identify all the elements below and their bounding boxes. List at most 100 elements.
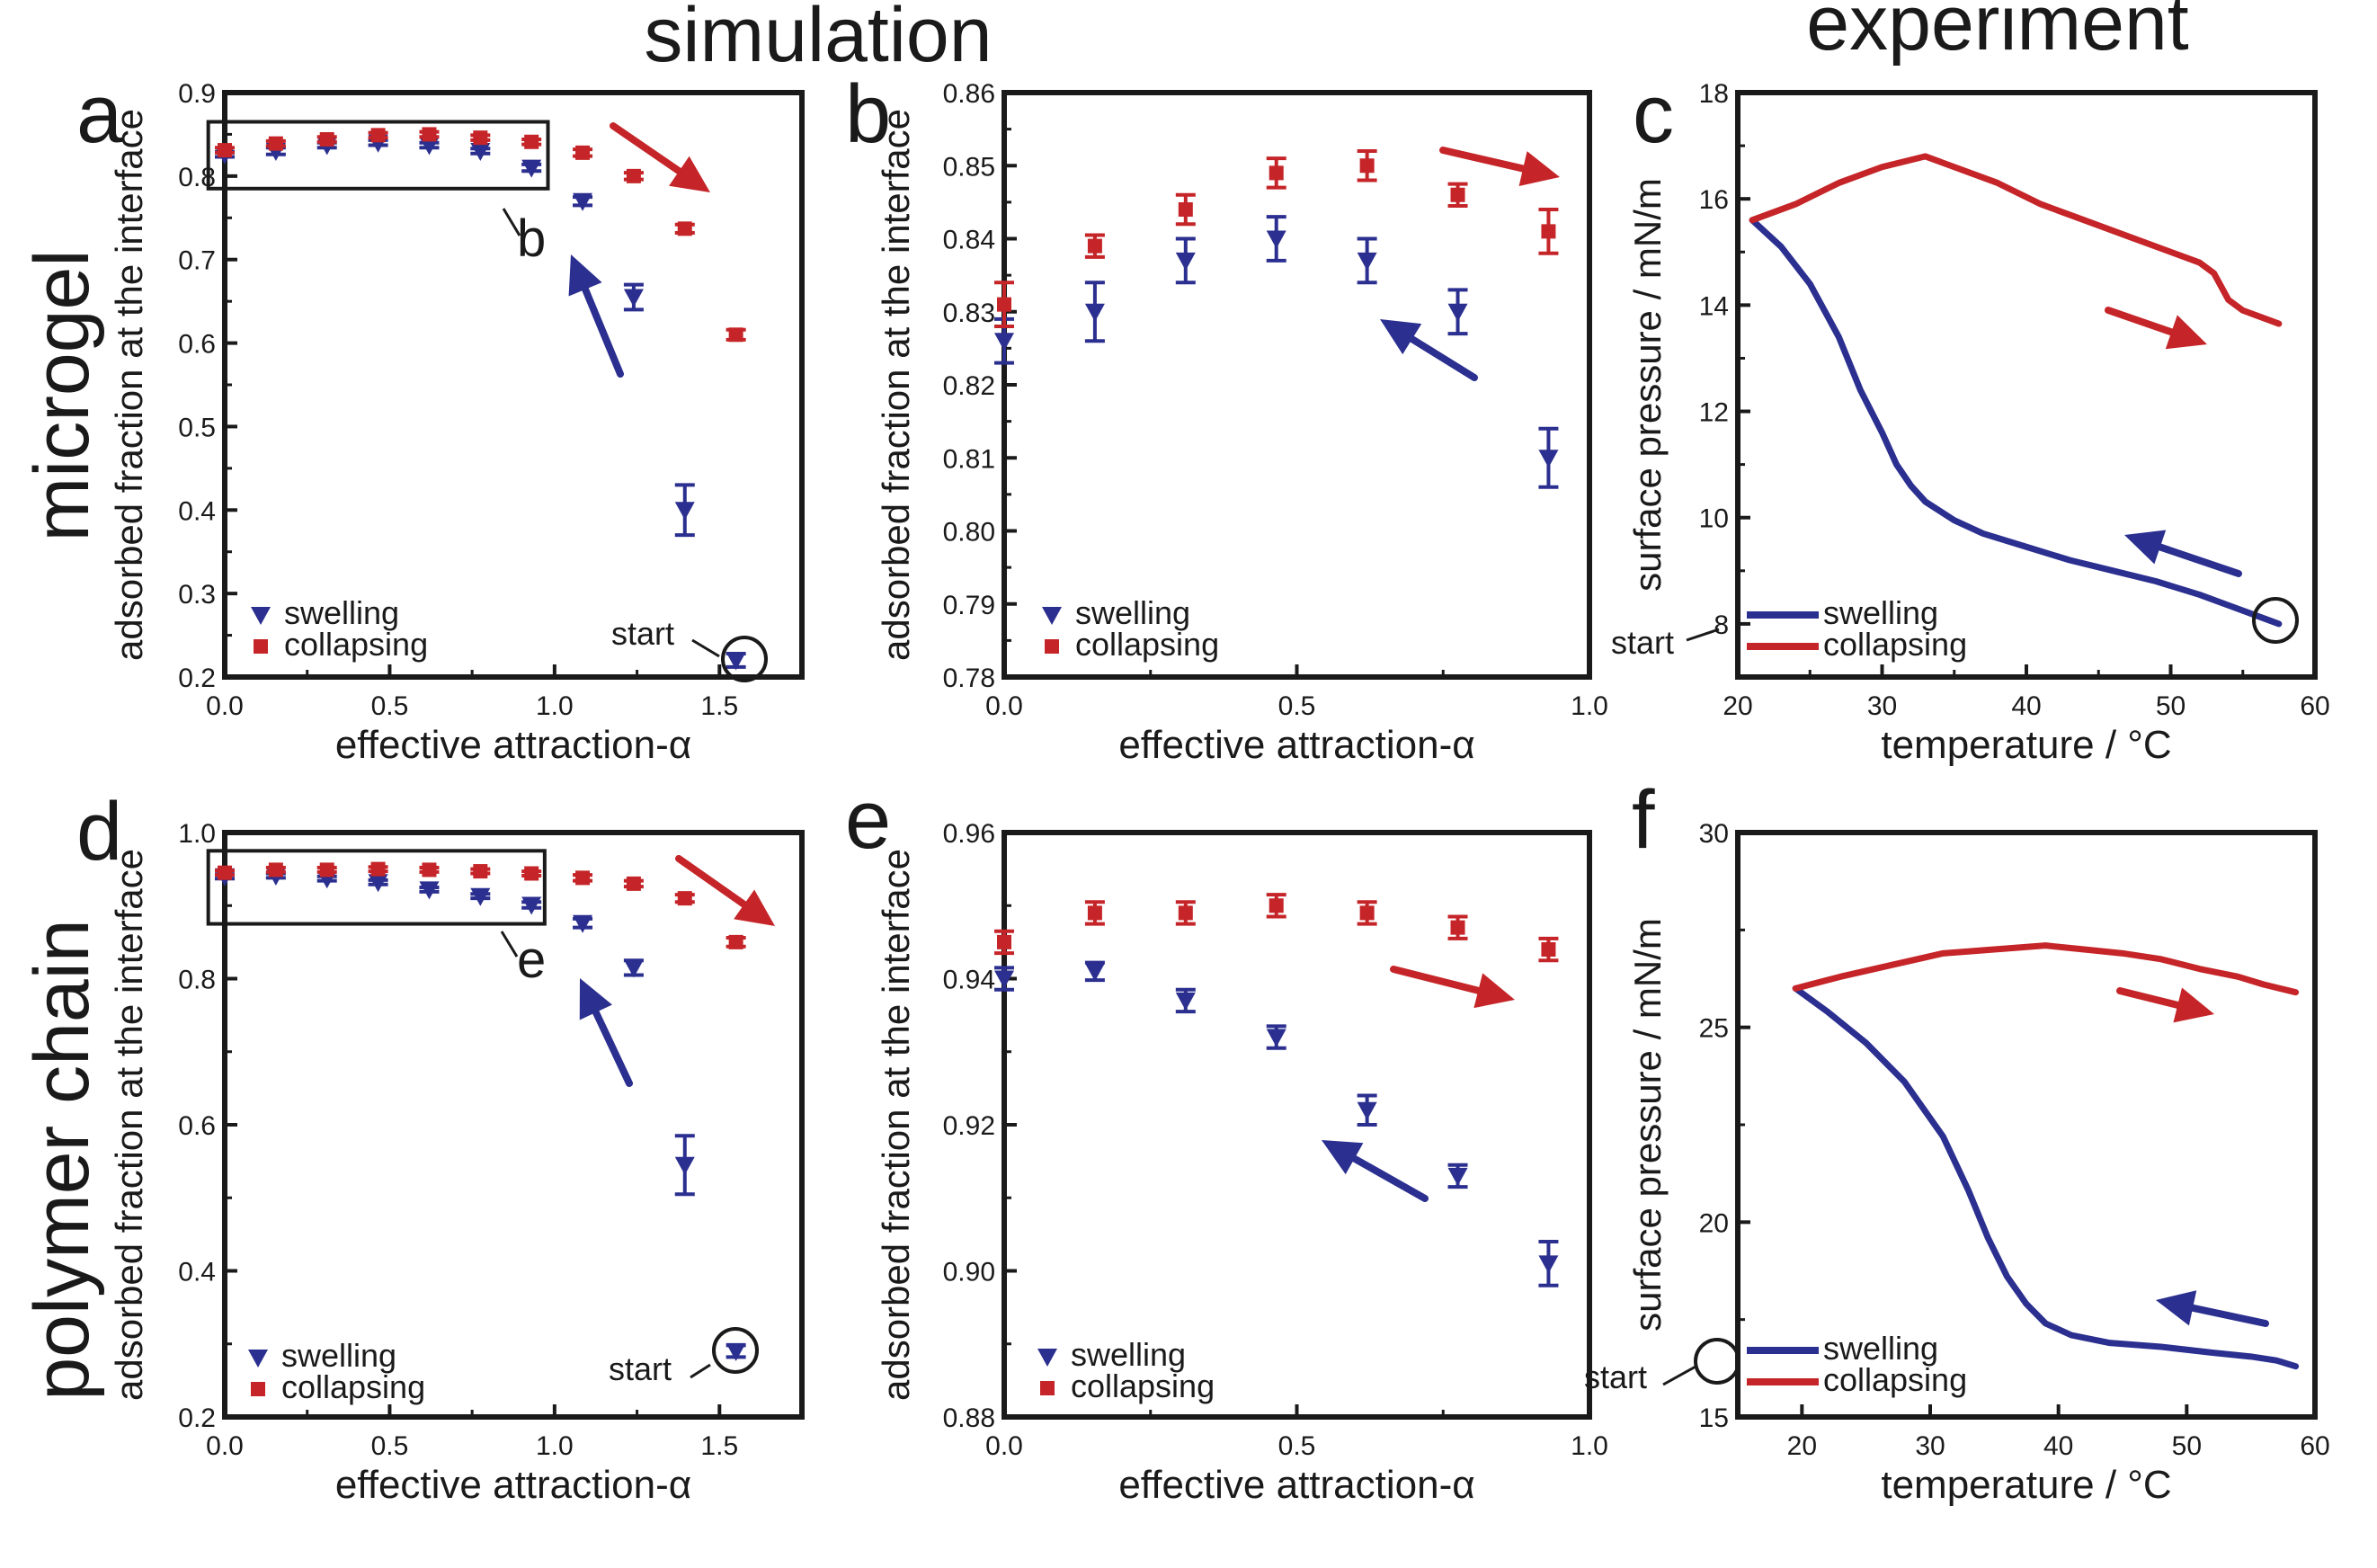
data-point-swelling bbox=[368, 874, 388, 893]
marker-triangle-down bbox=[521, 159, 542, 178]
data-point-collapsing bbox=[470, 130, 491, 146]
x-tick-label: 0.0 bbox=[985, 1431, 1023, 1461]
data-point-collapsing bbox=[623, 168, 644, 183]
y-axis-label: surface pressure / mN/m bbox=[1626, 918, 1669, 1332]
marker-triangle-down bbox=[1357, 1101, 1377, 1120]
y-tick-label: 0.85 bbox=[943, 152, 995, 182]
marker-triangle-down bbox=[674, 502, 695, 521]
panel-letter-a: a bbox=[76, 68, 123, 160]
collapse-direction-arrow bbox=[610, 122, 710, 192]
data-point-collapsing bbox=[215, 143, 235, 158]
data-point-collapsing bbox=[1357, 900, 1377, 926]
x-tick-label: 1.0 bbox=[1571, 1431, 1608, 1461]
series-line-collapsing bbox=[1792, 942, 2300, 996]
panel-letter-f: f bbox=[1632, 774, 1655, 866]
x-tick-label: 60 bbox=[2300, 691, 2329, 721]
collapse-direction-arrow-shaft bbox=[2105, 307, 2179, 337]
panel-b: 0.0 0.5 1.0 0.78 0.79 0.80 0.81 0.82 0.83 0.84 0.8… bbox=[845, 68, 1608, 767]
y-tick-label: 15 bbox=[1699, 1403, 1729, 1433]
marker-triangle-down bbox=[1084, 963, 1105, 982]
start-label: start bbox=[1611, 624, 1674, 661]
marker-square bbox=[1450, 920, 1465, 935]
panel-letter-e: e bbox=[845, 774, 891, 866]
data-point-swelling bbox=[419, 881, 440, 900]
legend-marker-collapsing bbox=[1040, 1381, 1055, 1395]
y-tick-label: 14 bbox=[1699, 291, 1729, 321]
x-tick-label: 0.5 bbox=[1278, 691, 1316, 721]
data-point-collapsing bbox=[1084, 900, 1105, 926]
y-tick-label: 8 bbox=[1714, 610, 1729, 640]
y-tick-label: 10 bbox=[1699, 504, 1729, 534]
collapse-direction-arrow-shaft bbox=[1439, 147, 1530, 174]
y-tick-label: 0.83 bbox=[943, 298, 995, 328]
data-point-collapsing bbox=[726, 327, 746, 343]
legend-label-swelling: swelling bbox=[1071, 1336, 1186, 1373]
data-point-swelling bbox=[1266, 1024, 1286, 1050]
marker-triangle-down bbox=[368, 874, 388, 893]
data-point-collapsing bbox=[419, 862, 440, 878]
marker-square bbox=[1450, 187, 1465, 202]
plot-frame-b bbox=[1002, 90, 1592, 680]
x-tick-label: 1.0 bbox=[536, 1431, 574, 1461]
marker-square bbox=[1541, 224, 1556, 239]
legend-marker-collapsing bbox=[251, 1382, 265, 1396]
data-point-collapsing bbox=[1357, 149, 1377, 183]
panel-c: 20 30 40 50 60 8 10 12 14 16 18 temperature / °C sur… bbox=[1611, 68, 2330, 767]
y-tick-label: 0.82 bbox=[943, 371, 995, 401]
start-pointer bbox=[690, 1363, 711, 1379]
x-tick-label: 20 bbox=[1787, 1431, 1817, 1461]
y-tick-label: 0.4 bbox=[178, 496, 216, 526]
x-tick-label: 0.5 bbox=[371, 1431, 409, 1461]
collapse-direction-arrow-shaft bbox=[610, 122, 686, 177]
marker-square bbox=[626, 876, 641, 891]
x-tick-label: 30 bbox=[1915, 1431, 1945, 1461]
swell-direction-arrow bbox=[1380, 319, 1478, 381]
marker-square bbox=[370, 128, 386, 143]
marker-square bbox=[268, 862, 283, 878]
data-point-collapsing bbox=[521, 134, 542, 149]
y-tick-label: 1.0 bbox=[178, 819, 216, 849]
legend-label-swelling: swelling bbox=[284, 594, 399, 631]
y-tick-label: 0.3 bbox=[178, 580, 216, 610]
data-point-swelling bbox=[674, 1134, 695, 1197]
collapse-direction-arrow-shaft bbox=[675, 855, 751, 911]
marker-triangle-down bbox=[1084, 303, 1105, 322]
data-point-collapsing bbox=[1266, 893, 1286, 919]
legend-marker-swelling bbox=[248, 1350, 268, 1368]
marker-square bbox=[473, 864, 488, 879]
swell-direction-arrow-head bbox=[568, 254, 602, 297]
data-point-swelling bbox=[1447, 288, 1468, 336]
marker-square bbox=[728, 934, 743, 949]
x-axis-label: temperature / °C bbox=[1881, 1463, 2171, 1507]
x-tick-label: 30 bbox=[1867, 691, 1897, 721]
marker-square bbox=[319, 862, 334, 878]
data-point-swelling bbox=[726, 1342, 746, 1361]
swell-direction-arrow-shaft bbox=[1348, 1153, 1429, 1202]
legend-label-swelling: swelling bbox=[1823, 594, 1938, 631]
start-circle bbox=[2252, 597, 2299, 644]
y-tick-label: 30 bbox=[1699, 819, 1729, 849]
y-tick-label: 0.2 bbox=[178, 1403, 216, 1433]
header-experiment: experiment bbox=[1806, 0, 2189, 67]
marker-square bbox=[677, 891, 692, 906]
start-circle bbox=[712, 1327, 759, 1374]
series-line-collapsing bbox=[1749, 153, 2283, 327]
panel-letter-d: d bbox=[76, 786, 122, 878]
data-point-swelling bbox=[1175, 236, 1196, 285]
data-point-swelling bbox=[1447, 1163, 1468, 1189]
marker-square bbox=[268, 136, 283, 151]
y-tick-label: 0.96 bbox=[943, 819, 995, 849]
legend-label-collapsing: collapsing bbox=[1823, 626, 1967, 663]
marker-square bbox=[524, 866, 539, 881]
swell-direction-arrow-head bbox=[2156, 1290, 2197, 1326]
marker-triangle-down bbox=[470, 143, 491, 161]
data-point-collapsing bbox=[1084, 233, 1105, 259]
x-tick-label: 1.0 bbox=[1571, 691, 1608, 721]
collapse-direction-arrow-head bbox=[1473, 973, 1515, 1009]
legend-marker-collapsing bbox=[1045, 639, 1059, 654]
data-point-swelling bbox=[1084, 281, 1105, 343]
collapse-direction-arrow-head bbox=[2165, 315, 2207, 350]
inset-label: b bbox=[517, 209, 546, 268]
marker-square bbox=[1178, 905, 1193, 921]
